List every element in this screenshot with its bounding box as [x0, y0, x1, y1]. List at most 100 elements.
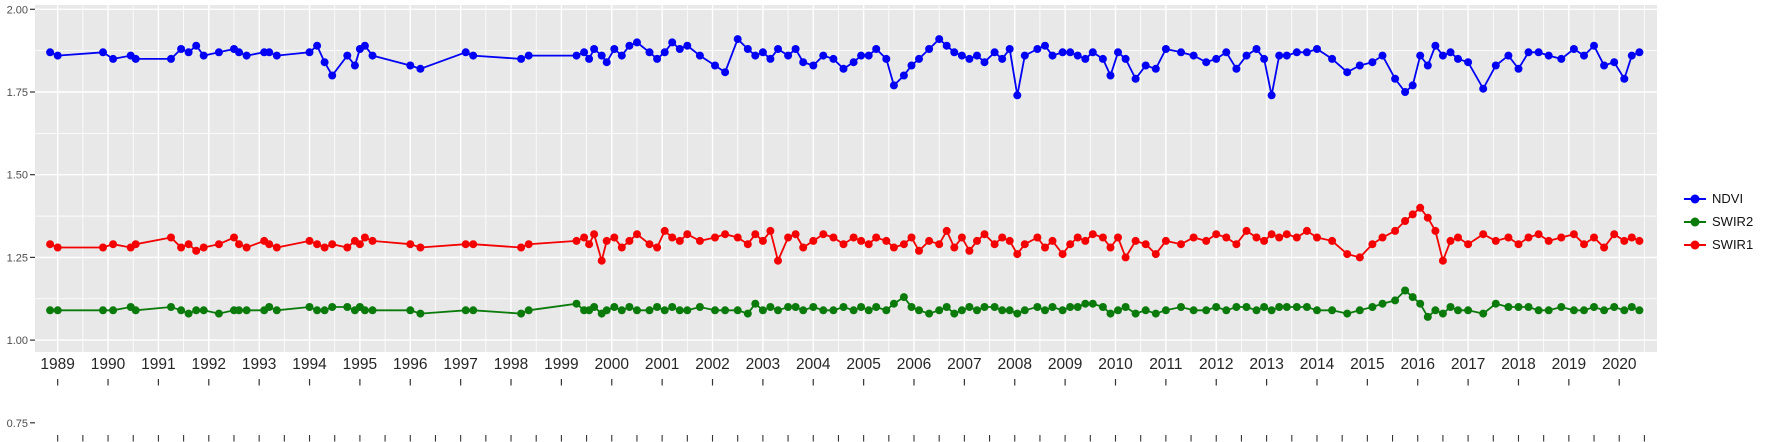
point-swir2: [1328, 306, 1337, 315]
point-swir2: [1202, 306, 1211, 315]
point-ndvi: [889, 81, 898, 90]
point-swir1: [214, 240, 223, 249]
point-ndvi: [177, 45, 186, 53]
point-ndvi: [214, 48, 223, 57]
x-axis-label: 2006: [897, 356, 931, 373]
point-swir2: [1114, 306, 1122, 315]
x-axis-label: 2016: [1400, 356, 1434, 373]
point-swir1: [980, 230, 989, 239]
point-ndvi: [343, 51, 352, 60]
point-ndvi: [1401, 88, 1410, 96]
point-swir1: [320, 243, 329, 252]
legend-key-icon: [1684, 240, 1706, 250]
point-ndvi: [265, 48, 274, 57]
point-swir1: [1098, 233, 1107, 242]
point-swir2: [1292, 303, 1301, 311]
point-swir1: [743, 240, 752, 249]
point-swir1: [784, 233, 793, 242]
point-swir1: [1544, 236, 1553, 245]
x-axis-label: 1995: [343, 356, 377, 373]
y-axis-label: 2.00: [7, 4, 28, 16]
point-swir1: [809, 236, 818, 245]
point-ndvi: [524, 51, 533, 60]
point-ndvi: [1151, 64, 1160, 73]
point-swir1: [942, 226, 951, 235]
point-swir2: [610, 303, 619, 311]
point-swir2: [998, 306, 1007, 315]
point-swir1: [1557, 233, 1566, 242]
x-axis-label: 2009: [1048, 356, 1082, 373]
point-swir2: [799, 306, 808, 315]
y-axis-label: 1.00: [7, 335, 28, 347]
point-swir2: [1479, 309, 1488, 318]
point-ndvi: [235, 48, 243, 57]
point-swir2: [668, 303, 677, 311]
point-swir2: [406, 306, 415, 315]
point-swir1: [864, 240, 873, 249]
point-ndvi: [1041, 41, 1049, 50]
point-swir2: [1189, 306, 1198, 315]
point-swir1: [355, 240, 364, 249]
point-ndvi: [131, 54, 140, 63]
point-ndvi: [872, 45, 881, 53]
point-ndvi: [751, 51, 760, 60]
point-ndvi: [1580, 51, 1588, 60]
point-swir2: [1610, 303, 1619, 311]
point-ndvi: [1232, 64, 1241, 73]
point-ndvi: [1368, 58, 1377, 67]
point-swir2: [1073, 303, 1082, 311]
point-ndvi: [1066, 48, 1075, 57]
point-swir2: [791, 303, 800, 311]
point-swir1: [849, 233, 858, 242]
x-axis-label: 2014: [1300, 356, 1335, 373]
point-ndvi: [1275, 51, 1284, 60]
point-swir1: [242, 243, 251, 252]
point-swir2: [1282, 303, 1291, 311]
legend-key-icon: [1684, 194, 1706, 204]
point-swir1: [360, 233, 369, 242]
point-ndvi: [1557, 54, 1566, 63]
point-swir2: [265, 303, 274, 311]
point-swir2: [1401, 286, 1410, 295]
point-ndvi: [758, 48, 767, 57]
point-ndvi: [1464, 58, 1473, 67]
point-swir1: [695, 236, 704, 245]
point-ndvi: [1252, 45, 1261, 53]
point-swir1: [683, 230, 692, 239]
point-swir1: [1161, 236, 1170, 245]
point-swir1: [758, 236, 767, 245]
point-swir1: [990, 240, 999, 249]
x-axis-label: 2007: [947, 356, 981, 373]
point-ndvi: [799, 58, 808, 67]
point-swir1: [343, 243, 352, 252]
point-swir2: [416, 309, 425, 318]
point-ndvi: [1242, 51, 1251, 60]
point-ndvi: [653, 54, 662, 63]
point-swir2: [1260, 303, 1269, 311]
point-swir1: [1431, 226, 1440, 235]
point-swir1: [580, 233, 589, 242]
point-swir2: [1600, 306, 1609, 315]
point-ndvi: [590, 45, 599, 53]
point-swir2: [1378, 299, 1387, 308]
point-ndvi: [998, 54, 1007, 63]
x-axis-label: 2019: [1552, 356, 1586, 373]
legend: NDVI SWIR2 SWIR1: [1682, 190, 1753, 254]
x-axis-label: 1990: [91, 356, 126, 373]
point-swir2: [660, 306, 669, 315]
point-swir2: [320, 306, 329, 315]
point-ndvi: [1431, 41, 1440, 50]
point-swir1: [1454, 233, 1462, 242]
point-swir1: [1202, 236, 1211, 245]
x-axis-label: 2004: [796, 356, 831, 373]
point-swir2: [1131, 309, 1140, 318]
x-axis-label: 2008: [998, 356, 1032, 373]
point-swir1: [882, 236, 891, 245]
point-swir1: [1041, 243, 1049, 252]
point-ndvi: [99, 48, 107, 57]
point-ndvi: [1098, 54, 1107, 63]
point-ndvi: [1569, 45, 1578, 53]
point-ndvi: [1423, 61, 1432, 70]
point-swir1: [1020, 240, 1029, 249]
point-ndvi: [1600, 61, 1609, 70]
